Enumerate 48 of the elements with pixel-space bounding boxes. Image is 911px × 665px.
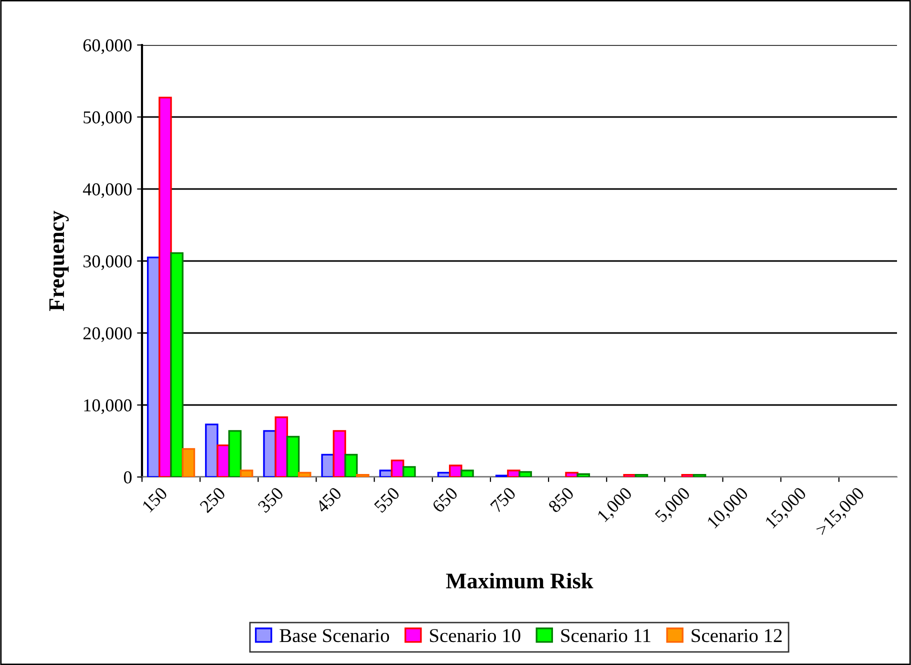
bar <box>228 430 242 477</box>
bar <box>692 474 706 477</box>
bar <box>576 473 590 477</box>
bar <box>379 470 393 477</box>
bar <box>274 416 288 477</box>
legend-label: Scenario 10 <box>430 629 520 642</box>
x-tick-label: 650 <box>432 486 458 514</box>
bar <box>240 470 254 477</box>
bar <box>634 474 648 477</box>
legend-label: Scenario 12 <box>692 629 782 642</box>
bar <box>681 474 695 477</box>
legend-label: Base Scenario <box>280 629 390 642</box>
y-tick-label: 60,000 <box>83 39 132 54</box>
bar <box>332 430 346 477</box>
y-tick-label: 30,000 <box>83 255 132 270</box>
bar <box>402 466 416 477</box>
bar <box>182 448 196 477</box>
bar <box>356 474 370 477</box>
bar <box>460 470 474 477</box>
legend-label: Scenario 11 <box>561 629 650 642</box>
x-tick-label: 350 <box>257 486 284 514</box>
bar <box>286 436 300 477</box>
y-tick-label: 50,000 <box>84 111 132 126</box>
bar <box>518 471 532 477</box>
x-tick-label: 250 <box>199 486 226 514</box>
y-tick-label: 10,000 <box>84 399 132 414</box>
x-tick-label: 850 <box>548 486 574 514</box>
y-axis-title: Frequency <box>49 210 69 312</box>
x-tick-label: 750 <box>490 486 516 513</box>
y-tick-label: 20,000 <box>83 327 132 342</box>
bar <box>216 444 230 477</box>
bar <box>205 424 218 477</box>
x-tick-label: 150 <box>142 486 168 513</box>
bar <box>448 464 462 477</box>
bar <box>158 96 172 477</box>
bar <box>298 472 312 477</box>
x-tick-label: 550 <box>374 486 400 514</box>
bar <box>321 454 334 477</box>
bar <box>565 472 578 477</box>
x-tick-label: 450 <box>315 486 342 514</box>
bar <box>507 470 520 477</box>
bar <box>344 454 358 477</box>
bar <box>390 460 404 477</box>
y-tick-label: 40,000 <box>82 183 132 198</box>
y-tick-label: 0 <box>124 471 132 484</box>
x-axis-title: Maximum Risk <box>446 572 594 589</box>
bar <box>170 252 184 477</box>
bar <box>623 474 636 477</box>
